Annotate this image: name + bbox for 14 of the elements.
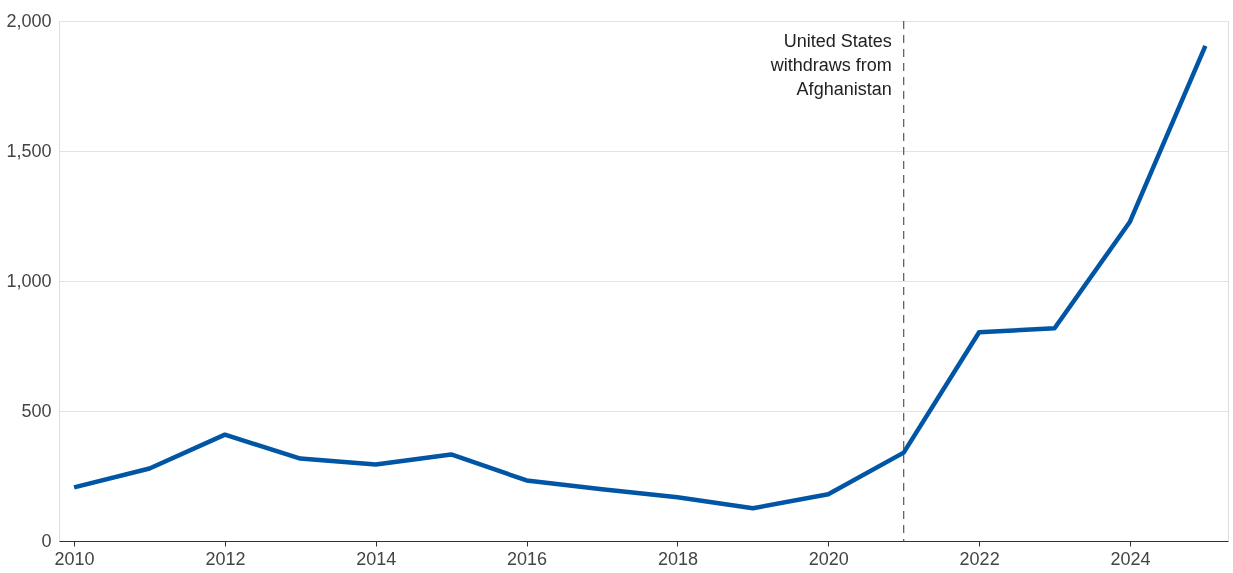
y-tick-label: 1,500 bbox=[6, 140, 52, 161]
x-tick-label: 2024 bbox=[1110, 548, 1151, 569]
x-tick-label: 2010 bbox=[54, 548, 95, 569]
x-tick-label: 2018 bbox=[657, 548, 698, 569]
ref-line-label: United States withdraws from Afghanistan bbox=[769, 31, 892, 99]
x-tick-label: 2012 bbox=[205, 548, 246, 569]
y-tick-label: 0 bbox=[41, 530, 52, 551]
x-tick-label: 2014 bbox=[356, 548, 397, 569]
y-tick-label: 500 bbox=[21, 400, 52, 421]
x-tick-label: 2022 bbox=[959, 548, 1000, 569]
y-tick-label: 2,000 bbox=[6, 10, 52, 31]
x-tick-label: 2020 bbox=[808, 548, 849, 569]
y-tick-label: 1,000 bbox=[6, 270, 52, 291]
x-tick-label: 2016 bbox=[507, 548, 548, 569]
